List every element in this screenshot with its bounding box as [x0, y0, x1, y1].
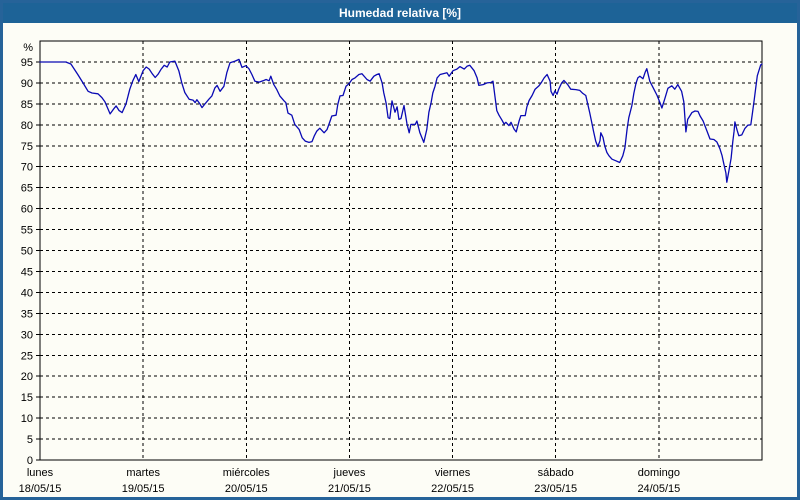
x-day-date: 19/05/15	[122, 483, 165, 495]
x-day-date: 24/05/15	[637, 483, 680, 495]
y-tick-label: 0	[27, 455, 33, 467]
y-tick-label: 80	[21, 120, 33, 132]
x-day-name: jueves	[333, 467, 366, 479]
humidity-line	[39, 58, 763, 183]
plot-border	[39, 40, 763, 461]
y-tick-label: 10	[21, 413, 33, 425]
y-tick-label: 65	[21, 183, 33, 195]
y-tick-label: 55	[21, 225, 33, 237]
title-bar: Humedad relativa [%]	[3, 3, 797, 23]
y-tick-label: 75	[21, 141, 33, 153]
chart-title: Humedad relativa [%]	[338, 6, 462, 20]
y-tick-label: 20	[21, 371, 33, 383]
x-day-date: 22/05/15	[431, 483, 474, 495]
y-tick-label: 50	[21, 246, 33, 258]
y-tick-label: 30	[21, 329, 33, 341]
y-tick-label: 95	[21, 57, 33, 69]
x-day-name: domingo	[638, 467, 680, 479]
y-tick-label: 15	[21, 392, 33, 404]
x-day-date: 20/05/15	[225, 483, 268, 495]
y-tick-label: 60	[21, 204, 33, 216]
y-tick-label: 5	[27, 434, 33, 446]
y-tick-label: 35	[21, 308, 33, 320]
y-tick-label: 90	[21, 78, 33, 90]
x-day-date: 23/05/15	[534, 483, 577, 495]
y-tick-label: 45	[21, 266, 33, 278]
x-day-name: miércoles	[223, 467, 271, 479]
x-day-date: 18/05/15	[19, 483, 62, 495]
x-day-name: martes	[126, 467, 160, 479]
y-tick-label: 40	[21, 287, 33, 299]
plot-area: 0 5 10 15 20 25 30 35 40 45 50 55 60 65 70 75 80 85 90 95% l…	[19, 40, 763, 495]
humidity-chart: 0 5 10 15 20 25 30 35 40 45 50 55 60 65 70 75 80 85 90 95% l…	[19, 40, 763, 495]
x-day-name: viernes	[435, 467, 471, 479]
x-day-name: lunes	[27, 467, 54, 479]
y-axis-unit: %	[23, 42, 33, 54]
y-tick-label: 85	[21, 99, 33, 111]
x-day-date: 21/05/15	[328, 483, 371, 495]
y-tick-label: 25	[21, 350, 33, 362]
y-tick-label: 70	[21, 162, 33, 174]
x-day-name: sábado	[538, 467, 574, 479]
